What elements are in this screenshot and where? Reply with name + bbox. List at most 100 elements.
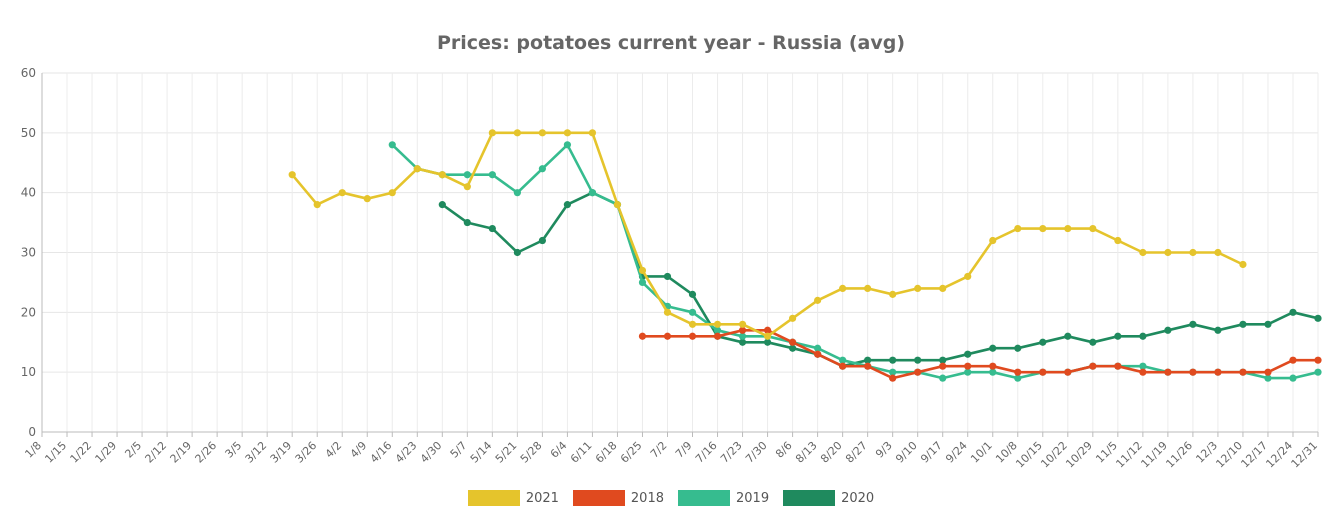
data-point-2021: [738, 320, 747, 328]
data-point-2019: [513, 189, 521, 197]
data-point-2018: [1089, 362, 1097, 370]
data-point-2019: [989, 368, 997, 376]
data-point-2020: [1114, 332, 1122, 340]
legend-swatch: [783, 490, 836, 506]
data-point-2018: [738, 326, 747, 334]
data-point-2018: [638, 332, 647, 340]
x-tick-label: 6/4: [548, 439, 570, 461]
data-point-2021: [788, 314, 797, 322]
x-tick-label: 2/5: [122, 439, 144, 461]
legend-item-2020[interactable]: 2020: [783, 490, 874, 506]
data-point-2019: [563, 141, 572, 149]
data-point-2019: [588, 189, 597, 197]
legend-item-2021[interactable]: 2021: [467, 490, 559, 506]
data-point-2019: [939, 374, 947, 382]
y-tick-label: 40: [21, 186, 36, 200]
data-point-2018: [1314, 356, 1322, 364]
data-point-2021: [864, 284, 872, 292]
data-point-2021: [488, 129, 496, 137]
data-point-2019: [964, 368, 972, 376]
data-point-2020: [438, 201, 446, 209]
x-tick-label: 5/28: [518, 439, 545, 466]
data-point-2020: [763, 338, 772, 346]
data-point-2019: [738, 332, 747, 340]
x-tick-label: 6/18: [593, 439, 620, 466]
data-point-2021: [1139, 248, 1147, 257]
data-point-2021: [538, 129, 546, 137]
data-point-2021: [438, 171, 446, 179]
legend-item-2018[interactable]: 2018: [572, 490, 664, 506]
x-tick-label: 7/30: [743, 439, 770, 466]
data-point-2020: [1089, 338, 1097, 346]
data-point-2021: [1039, 224, 1047, 233]
data-point-2021: [964, 272, 972, 281]
x-tick-label: 10/22: [1038, 439, 1070, 471]
data-point-2020: [563, 201, 572, 209]
data-point-2020: [1039, 338, 1047, 346]
data-point-2018: [1164, 368, 1172, 376]
x-tick-label: 3/26: [293, 439, 320, 466]
x-tick-label: 9/17: [918, 439, 945, 466]
data-point-2019: [1264, 374, 1272, 382]
y-tick-label: 60: [21, 66, 36, 80]
data-point-2021: [1189, 248, 1197, 257]
data-point-2021: [1114, 236, 1122, 245]
x-tick-label: 3/12: [243, 439, 270, 466]
data-point-2020: [688, 290, 697, 298]
data-point-2018: [1114, 362, 1122, 370]
data-point-2020: [1264, 320, 1272, 328]
data-point-2021: [288, 171, 296, 179]
data-point-2021: [463, 183, 471, 191]
data-point-2021: [363, 195, 371, 203]
x-tick-label: 7/16: [693, 439, 720, 466]
data-point-2019: [463, 171, 471, 179]
data-point-2018: [964, 362, 972, 370]
x-tick-label: 2/26: [193, 439, 220, 466]
data-point-2021: [638, 266, 647, 275]
x-tick-label: 7/9: [673, 439, 695, 461]
x-tick-label: 1/22: [68, 439, 95, 466]
x-tick-label: 12/10: [1213, 439, 1245, 471]
y-tick-label: 10: [21, 365, 36, 379]
data-point-2020: [1289, 308, 1297, 316]
data-point-2018: [1064, 368, 1072, 376]
y-tick-label: 50: [21, 126, 36, 140]
data-point-2019: [1314, 368, 1322, 376]
data-point-2021: [839, 284, 847, 292]
data-point-2021: [713, 320, 722, 328]
data-point-2021: [1014, 224, 1022, 233]
data-point-2020: [1314, 314, 1322, 322]
x-tick-label: 10/1: [968, 439, 995, 466]
x-tick-label: 8/20: [818, 439, 845, 466]
data-point-2019: [488, 171, 496, 179]
data-point-2020: [1239, 320, 1247, 328]
data-point-2021: [1214, 248, 1222, 257]
x-tick-label: 5/14: [468, 439, 495, 466]
data-point-2021: [763, 332, 772, 340]
data-point-2020: [538, 236, 546, 245]
data-point-2021: [814, 296, 822, 304]
data-point-2021: [338, 189, 346, 197]
legend-item-2019[interactable]: 2019: [678, 490, 769, 506]
data-point-2020: [663, 272, 672, 281]
data-point-2021: [989, 236, 997, 245]
data-point-2018: [889, 374, 897, 382]
x-tick-label: 11/26: [1163, 439, 1195, 471]
x-tick-label: 8/6: [773, 439, 795, 461]
data-point-2018: [1264, 368, 1272, 376]
x-tick-label: 3/5: [223, 439, 245, 461]
data-point-2021: [388, 189, 396, 197]
data-point-2021: [1089, 224, 1097, 233]
data-point-2020: [989, 344, 997, 352]
data-point-2018: [1289, 356, 1297, 364]
x-tick-label: 8/13: [793, 439, 820, 466]
data-point-2021: [413, 165, 421, 173]
legend-label: 2018: [630, 490, 664, 506]
data-point-2020: [738, 338, 747, 346]
x-tick-label: 9/24: [943, 439, 970, 466]
x-tick-label: 5/21: [493, 439, 520, 466]
legend-swatch: [467, 490, 520, 506]
legend-swatch: [678, 490, 730, 506]
x-tick-label: 4/16: [368, 439, 395, 466]
